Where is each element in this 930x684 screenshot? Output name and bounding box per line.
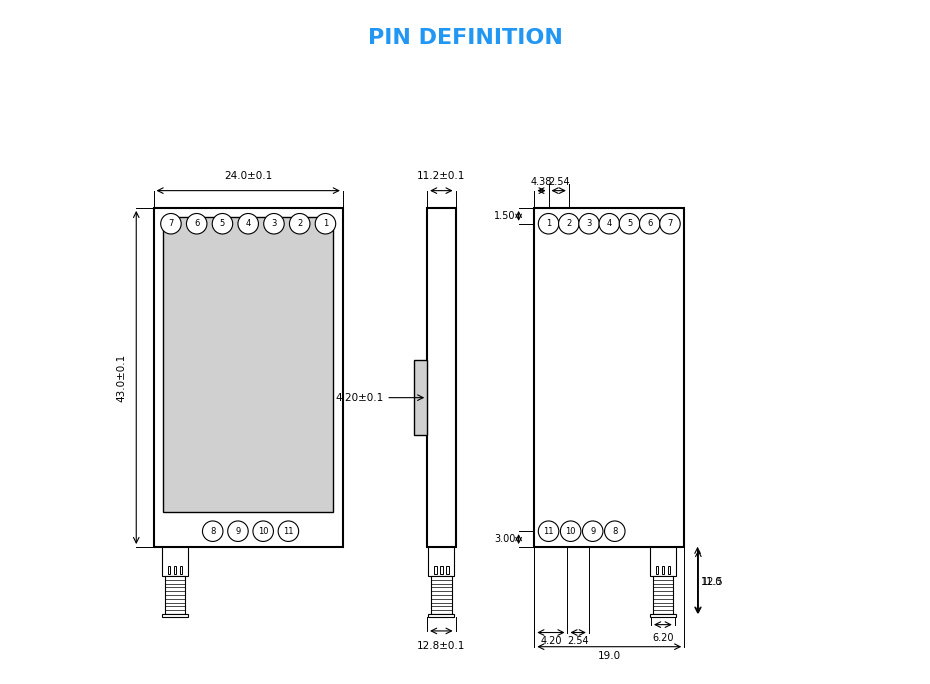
Circle shape	[161, 213, 181, 234]
Bar	[668, 566, 670, 574]
Text: 19.0: 19.0	[598, 650, 621, 661]
Circle shape	[238, 213, 259, 234]
Text: 24.0±0.1: 24.0±0.1	[224, 171, 272, 181]
Bar	[174, 566, 176, 574]
Bar	[167, 566, 170, 574]
Text: 3: 3	[272, 220, 276, 228]
Bar	[535, 208, 684, 547]
Text: 9: 9	[591, 527, 595, 536]
Bar	[440, 566, 443, 574]
Bar	[162, 547, 188, 576]
Bar	[427, 208, 456, 547]
Text: 9: 9	[235, 527, 241, 536]
Text: 1: 1	[546, 220, 551, 228]
Text: 5: 5	[219, 220, 225, 228]
Bar	[165, 576, 185, 614]
Circle shape	[538, 521, 559, 542]
Text: 3.00: 3.00	[494, 534, 515, 544]
Circle shape	[228, 521, 248, 542]
Text: 11: 11	[283, 527, 294, 536]
Bar	[429, 614, 455, 617]
Text: 8: 8	[612, 527, 618, 536]
Text: 4.20: 4.20	[540, 636, 562, 646]
Text: 7: 7	[168, 220, 174, 228]
Circle shape	[253, 521, 273, 542]
Bar	[661, 566, 664, 574]
Text: 6: 6	[194, 220, 199, 228]
Text: 4: 4	[606, 220, 612, 228]
Circle shape	[561, 521, 581, 542]
Bar	[179, 566, 182, 574]
Bar	[163, 218, 333, 512]
Text: 3: 3	[586, 220, 591, 228]
Text: PIN DEFINITION: PIN DEFINITION	[367, 29, 563, 49]
Text: 2: 2	[297, 220, 302, 228]
Text: 7: 7	[668, 220, 672, 228]
Circle shape	[559, 213, 579, 234]
Text: 11: 11	[543, 527, 554, 536]
Text: 4.38: 4.38	[531, 176, 552, 187]
Text: 2.54: 2.54	[548, 176, 569, 187]
Bar	[650, 614, 676, 617]
Text: 12.8±0.1: 12.8±0.1	[418, 641, 466, 651]
Text: 8: 8	[210, 527, 216, 536]
Text: 2: 2	[566, 220, 571, 228]
Text: 6.20: 6.20	[652, 633, 673, 642]
Text: 43.0±0.1: 43.0±0.1	[117, 354, 126, 402]
Bar	[153, 208, 343, 547]
Text: 5: 5	[627, 220, 632, 228]
Text: 10: 10	[258, 527, 269, 536]
Circle shape	[619, 213, 640, 234]
Text: 4.20±0.1: 4.20±0.1	[336, 393, 384, 403]
Bar	[434, 566, 437, 574]
Circle shape	[604, 521, 625, 542]
Bar	[446, 566, 448, 574]
Text: 6: 6	[647, 220, 653, 228]
Bar	[414, 360, 427, 435]
Circle shape	[659, 213, 680, 234]
Text: 10: 10	[565, 527, 576, 536]
Text: 1: 1	[323, 220, 328, 228]
Circle shape	[212, 213, 232, 234]
Circle shape	[186, 213, 207, 234]
Text: 12.5: 12.5	[702, 577, 724, 587]
Text: 11.0: 11.0	[700, 577, 722, 587]
Circle shape	[203, 521, 223, 542]
Circle shape	[599, 213, 619, 234]
Bar	[429, 547, 455, 576]
Bar	[656, 566, 658, 574]
Text: 4: 4	[246, 220, 251, 228]
Circle shape	[264, 213, 285, 234]
Bar	[432, 576, 452, 614]
Bar	[162, 614, 188, 617]
Bar	[653, 576, 673, 614]
Circle shape	[538, 213, 559, 234]
Circle shape	[289, 213, 310, 234]
Text: 2.54: 2.54	[567, 636, 589, 646]
Circle shape	[315, 213, 336, 234]
Circle shape	[640, 213, 660, 234]
Circle shape	[578, 213, 599, 234]
Text: 1.50: 1.50	[494, 211, 515, 221]
Circle shape	[582, 521, 603, 542]
Circle shape	[278, 521, 299, 542]
Bar	[650, 547, 676, 576]
Text: 11.2±0.1: 11.2±0.1	[418, 171, 466, 181]
